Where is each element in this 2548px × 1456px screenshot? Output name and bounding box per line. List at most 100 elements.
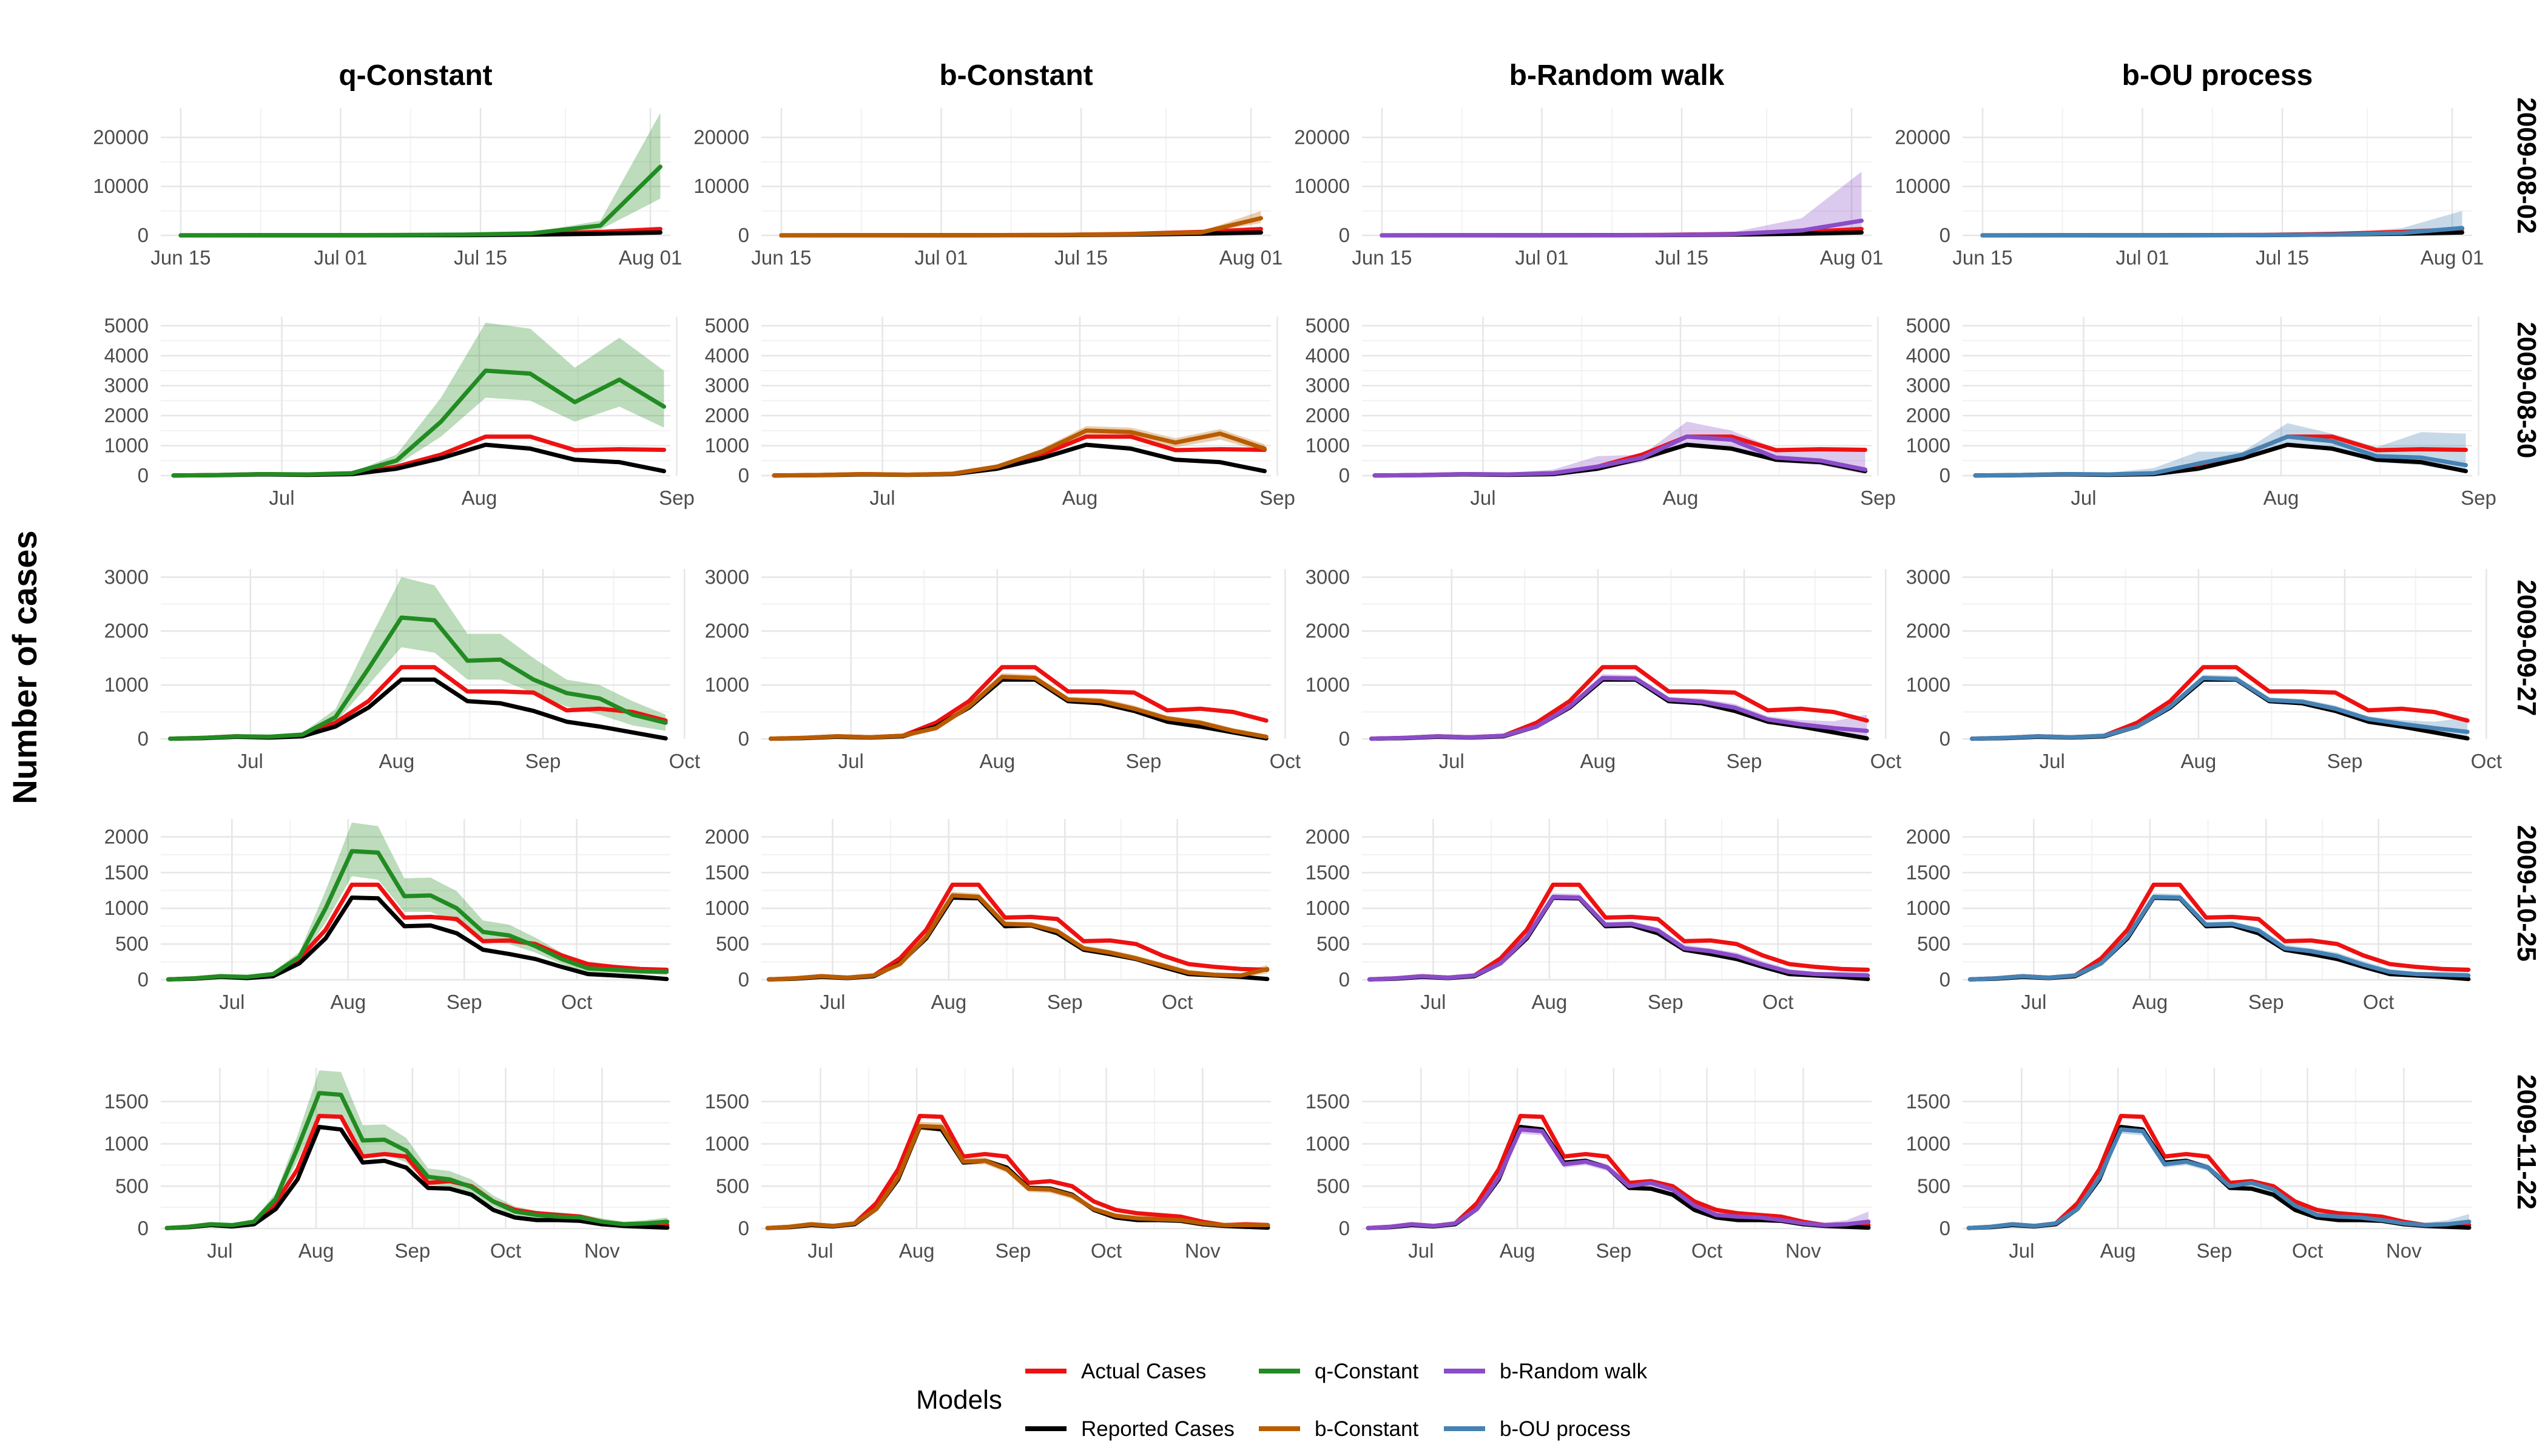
model-mean-line (779, 216, 1263, 238)
uncertainty-band (1381, 172, 1862, 235)
y-tick-label: 1500 (705, 861, 749, 883)
legend: Models Actual Cases Reported Cases q-Consta… (916, 1360, 1648, 1441)
facet-panel: 0 1000 2000 3000 4000 5000 Jul Aug Sep (104, 314, 695, 509)
y-tick-label: 10000 (693, 175, 749, 197)
uncertainty-band (770, 673, 1267, 739)
y-tick-label: 1500 (1306, 1090, 1350, 1113)
x-tick-label: Jul 01 (1515, 246, 1568, 269)
model-mean-line (1967, 894, 2471, 982)
x-tick-label: Sep (996, 1239, 1031, 1262)
x-tick-label: Sep (2461, 487, 2496, 509)
facet-panel: 0 500 1000 1500 Jul Aug Sep Oct Nov (1306, 1068, 1872, 1262)
facet-panel: 0 500 1000 1500 2000 Jul Aug Sep Oct (104, 819, 670, 1013)
y-tick-label: 1500 (705, 1090, 749, 1113)
y-tick-label: 1000 (104, 1133, 149, 1155)
x-tick-label: Oct (669, 750, 700, 772)
y-tick-label: 0 (1940, 727, 1950, 750)
y-tick-label: 0 (138, 727, 149, 750)
y-tick-label: 3000 (1306, 374, 1350, 397)
actual-cases-line (766, 882, 1270, 982)
column-title: b-Random walk (1509, 59, 1725, 92)
y-tick-label: 5000 (104, 314, 149, 337)
x-tick-label: Aug (298, 1239, 334, 1262)
y-tick-label: 0 (738, 1217, 749, 1239)
x-tick-label: Sep (2248, 991, 2284, 1013)
x-tick-label: Aug (980, 750, 1016, 772)
x-tick-label: Aug (2132, 991, 2168, 1013)
x-tick-label: Aug (2181, 750, 2217, 772)
x-tick-label: Aug (899, 1239, 935, 1262)
y-tick-label: 2000 (1906, 619, 1950, 642)
row-strip-label: 2009-08-02 (2512, 97, 2541, 234)
y-tick-label: 2000 (104, 404, 149, 426)
x-tick-label: Sep (1596, 1239, 1632, 1262)
x-tick-label: Oct (2471, 750, 2502, 772)
y-tick-label: 2000 (705, 404, 749, 426)
x-tick-label: Sep (2197, 1239, 2233, 1262)
x-tick-label: Jul (869, 487, 895, 509)
y-tick-label: 3000 (104, 374, 149, 397)
facet-panel: 0 1000 2000 3000 Jul Aug Sep Oct (104, 565, 700, 772)
x-tick-label: Jul 15 (1655, 246, 1708, 269)
model-mean-line (1966, 1127, 2472, 1230)
y-axis-label: Number of cases (5, 530, 44, 804)
y-tick-label: 500 (1316, 1175, 1350, 1197)
x-tick-label: Aug 01 (619, 246, 682, 269)
x-tick-label: Oct (1762, 991, 1793, 1013)
facet-panel: 0 500 1000 1500 Jul Aug Sep Oct Nov (104, 1068, 670, 1262)
x-tick-label: Oct (1162, 991, 1193, 1013)
model-mean-line (1372, 434, 1867, 478)
y-tick-label: 1500 (1906, 861, 1950, 883)
x-tick-label: Jul 01 (914, 246, 968, 269)
x-tick-label: Jun 15 (1952, 246, 2012, 269)
y-tick-label: 500 (1917, 1175, 1950, 1197)
x-tick-label: Aug (2263, 487, 2299, 509)
legend-label: b-Random walk (1500, 1360, 1648, 1383)
x-tick-label: Jul (219, 991, 244, 1013)
x-tick-label: Oct (2292, 1239, 2323, 1262)
x-tick-label: Aug (1580, 750, 1616, 772)
row-strip-label: 2009-08-30 (2512, 322, 2541, 458)
uncertainty-band (168, 822, 667, 980)
x-tick-label: Aug (1500, 1239, 1535, 1262)
y-tick-label: 2000 (104, 619, 149, 642)
x-tick-label: Sep (1259, 487, 1295, 509)
x-tick-label: Jul (807, 1239, 833, 1262)
row-strip-label: 2009-10-25 (2512, 825, 2541, 962)
y-tick-label: 5000 (1906, 314, 1950, 337)
actual-cases-line (164, 1114, 670, 1230)
model-mean-line (1973, 434, 2468, 478)
facet-panel: 0 1000 2000 3000 Jul Aug Sep Oct (705, 565, 1301, 772)
model-mean-line (1380, 218, 1864, 238)
y-tick-label: 5000 (1306, 314, 1350, 337)
x-tick-label: Aug (379, 750, 415, 772)
actual-cases-line (765, 1114, 1270, 1230)
y-tick-label: 0 (1339, 727, 1350, 750)
model-mean-line (178, 164, 662, 238)
y-tick-label: 0 (1940, 224, 1950, 246)
legend-label: b-OU process (1500, 1417, 1631, 1441)
x-tick-label: Jul (238, 750, 263, 772)
y-tick-label: 1500 (104, 861, 149, 883)
y-tick-label: 2000 (705, 825, 749, 848)
x-tick-label: Oct (490, 1239, 521, 1262)
y-tick-label: 1000 (104, 897, 149, 919)
model-mean-line (1970, 676, 2470, 741)
y-tick-label: 1000 (104, 673, 149, 696)
facet-panel: 0 500 1000 1500 2000 Jul Aug Sep Oct (1906, 819, 2472, 1013)
y-tick-label: 2000 (705, 619, 749, 642)
y-tick-label: 500 (1316, 932, 1350, 955)
x-tick-label: Jul (207, 1239, 232, 1262)
y-tick-label: 20000 (93, 126, 149, 148)
x-tick-label: Jun 15 (751, 246, 811, 269)
x-tick-label: Sep (1126, 750, 1162, 772)
x-tick-label: Aug (931, 991, 966, 1013)
x-tick-label: Jul (1420, 991, 1446, 1013)
y-tick-label: 1000 (1906, 673, 1950, 696)
model-mean-line (765, 1124, 1270, 1230)
y-tick-label: 20000 (1895, 126, 1950, 148)
x-tick-label: Jul 15 (2256, 246, 2309, 269)
legend-title: Models (916, 1385, 1002, 1415)
facet-panel: 0 500 1000 1500 Jul Aug Sep Oct Nov (1906, 1068, 2472, 1262)
y-tick-label: 0 (1339, 968, 1350, 991)
